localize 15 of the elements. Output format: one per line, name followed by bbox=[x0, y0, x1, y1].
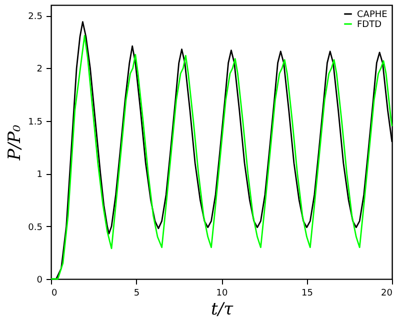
y-tick-label: 0.5 bbox=[28, 222, 42, 233]
y-axis-title: P/P₀ bbox=[5, 124, 26, 162]
x-tick-label: 20 bbox=[381, 288, 393, 298]
y-tick-label: 1.5 bbox=[28, 117, 42, 128]
x-tick-label: 15 bbox=[302, 288, 313, 298]
x-tick-label: 5 bbox=[134, 288, 140, 298]
y-tick-label: 2.5 bbox=[28, 12, 42, 22]
y-tick-label: 0 bbox=[36, 276, 43, 286]
x-axis-title: t/τ bbox=[211, 300, 234, 320]
legend-label: FDTD bbox=[357, 20, 382, 30]
y-tick-label: 1 bbox=[36, 170, 42, 180]
y-tick-label: 2 bbox=[36, 64, 42, 75]
legend-label: CAPHE bbox=[357, 10, 388, 20]
x-tick-label: 10 bbox=[216, 288, 228, 298]
x-tick-label: 0 bbox=[52, 288, 58, 298]
